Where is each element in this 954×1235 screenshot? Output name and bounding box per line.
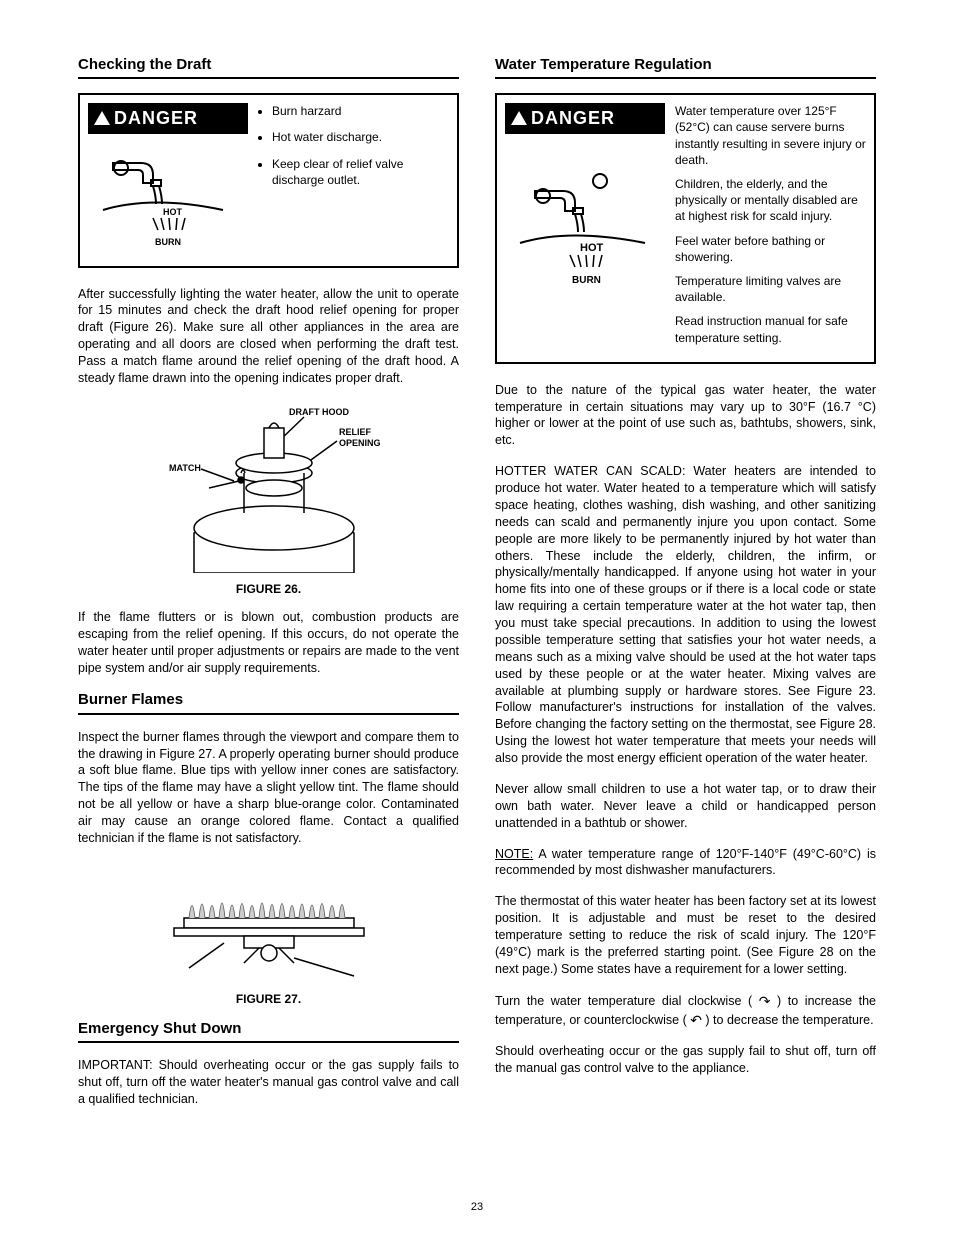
heading-water-temp: Water Temperature Regulation <box>495 55 876 79</box>
figure-27-caption: FIGURE 27. <box>78 991 459 1007</box>
figure-26: DRAFT HOOD RELIEF OPENING MATCH <box>78 403 459 597</box>
danger-bullet-1: Burn harzard <box>272 103 449 119</box>
danger-para-r4: Temperature limiting valves are availabl… <box>675 273 866 305</box>
danger-para-r5: Read instruction manual for safe tempera… <box>675 313 866 345</box>
draft-para-1: After successfully lighting the water he… <box>78 286 459 387</box>
relief-label-2: OPENING <box>339 438 381 448</box>
faucet-burn-illustration-right: HOT BURN <box>505 138 665 318</box>
dial-text-c: ) to decrease the temperature. <box>702 1012 874 1026</box>
danger-bullet-3: Keep clear of relief valve discharge out… <box>272 156 449 188</box>
warning-triangle-icon <box>511 111 527 125</box>
dial-text-a: Turn the water temperature dial clockwis… <box>495 993 759 1007</box>
left-column: Checking the Draft DANGER <box>78 55 459 1122</box>
danger-label-right: DANGER <box>531 106 615 130</box>
counterclockwise-icon: ↶ <box>690 1011 702 1030</box>
temp-para-7: Should overheating occur or the gas supp… <box>495 1043 876 1077</box>
note-label: NOTE: <box>495 847 533 861</box>
warning-triangle-icon <box>94 111 110 125</box>
temp-para-6: Turn the water temperature dial clockwis… <box>495 992 876 1030</box>
heading-emergency-shutdown: Emergency Shut Down <box>78 1019 459 1043</box>
burn-label: BURN <box>155 237 181 247</box>
clockwise-icon: ↷ <box>759 992 771 1011</box>
danger-para-r2: Children, the elderly, and the physicall… <box>675 176 866 225</box>
hot-label-right: HOT <box>580 242 604 254</box>
temp-para-4: NOTE: A water temperature range of 120°F… <box>495 846 876 880</box>
danger-header-left: DANGER <box>88 103 248 133</box>
danger-label-left: DANGER <box>114 106 198 130</box>
note-text: A water temperature range of 120°F-140°F… <box>495 847 876 878</box>
temp-para-5: The thermostat of this water heater has … <box>495 893 876 977</box>
danger-header-right: DANGER <box>505 103 665 133</box>
hot-label: HOT <box>163 207 183 217</box>
relief-label-1: RELIEF <box>339 427 372 437</box>
danger-box-left: DANGER HOT <box>78 93 459 267</box>
figure-27: FIGURE 27. <box>78 863 459 1007</box>
match-label: MATCH <box>169 463 201 473</box>
danger-box-right: DANGER HOT <box>495 93 876 363</box>
two-column-layout: Checking the Draft DANGER <box>78 55 876 1122</box>
burn-label-right: BURN <box>572 275 601 286</box>
page-number: 23 <box>0 1200 954 1215</box>
danger-text-left: Burn harzard Hot water discharge. Keep c… <box>258 103 449 198</box>
temp-para-3: Never allow small children to use a hot … <box>495 781 876 832</box>
temp-para-1: Due to the nature of the typical gas wat… <box>495 382 876 450</box>
danger-left-panel: DANGER HOT <box>88 103 248 257</box>
faucet-burn-illustration: HOT BURN <box>88 138 248 258</box>
heading-checking-draft: Checking the Draft <box>78 55 459 79</box>
emergency-para-1: IMPORTANT: Should overheating occur or t… <box>78 1057 459 1108</box>
heading-burner-flames: Burner Flames <box>78 690 459 714</box>
draft-para-2: If the flame flutters or is blown out, c… <box>78 609 459 677</box>
burner-para-1: Inspect the burner flames through the vi… <box>78 729 459 847</box>
draft-hood-label: DRAFT HOOD <box>289 407 349 417</box>
danger-para-r3: Feel water before bathing or showering. <box>675 233 866 265</box>
danger-bullet-2: Hot water discharge. <box>272 129 449 145</box>
temp-para-2: HOTTER WATER CAN SCALD: Water heaters ar… <box>495 463 876 767</box>
danger-right-panel: DANGER HOT <box>505 103 665 317</box>
danger-para-r1: Water temperature over 125°F (52°C) can … <box>675 103 866 168</box>
danger-text-right: Water temperature over 125°F (52°C) can … <box>675 103 866 353</box>
figure-26-caption: FIGURE 26. <box>78 581 459 597</box>
right-column: Water Temperature Regulation DANGER <box>495 55 876 1122</box>
